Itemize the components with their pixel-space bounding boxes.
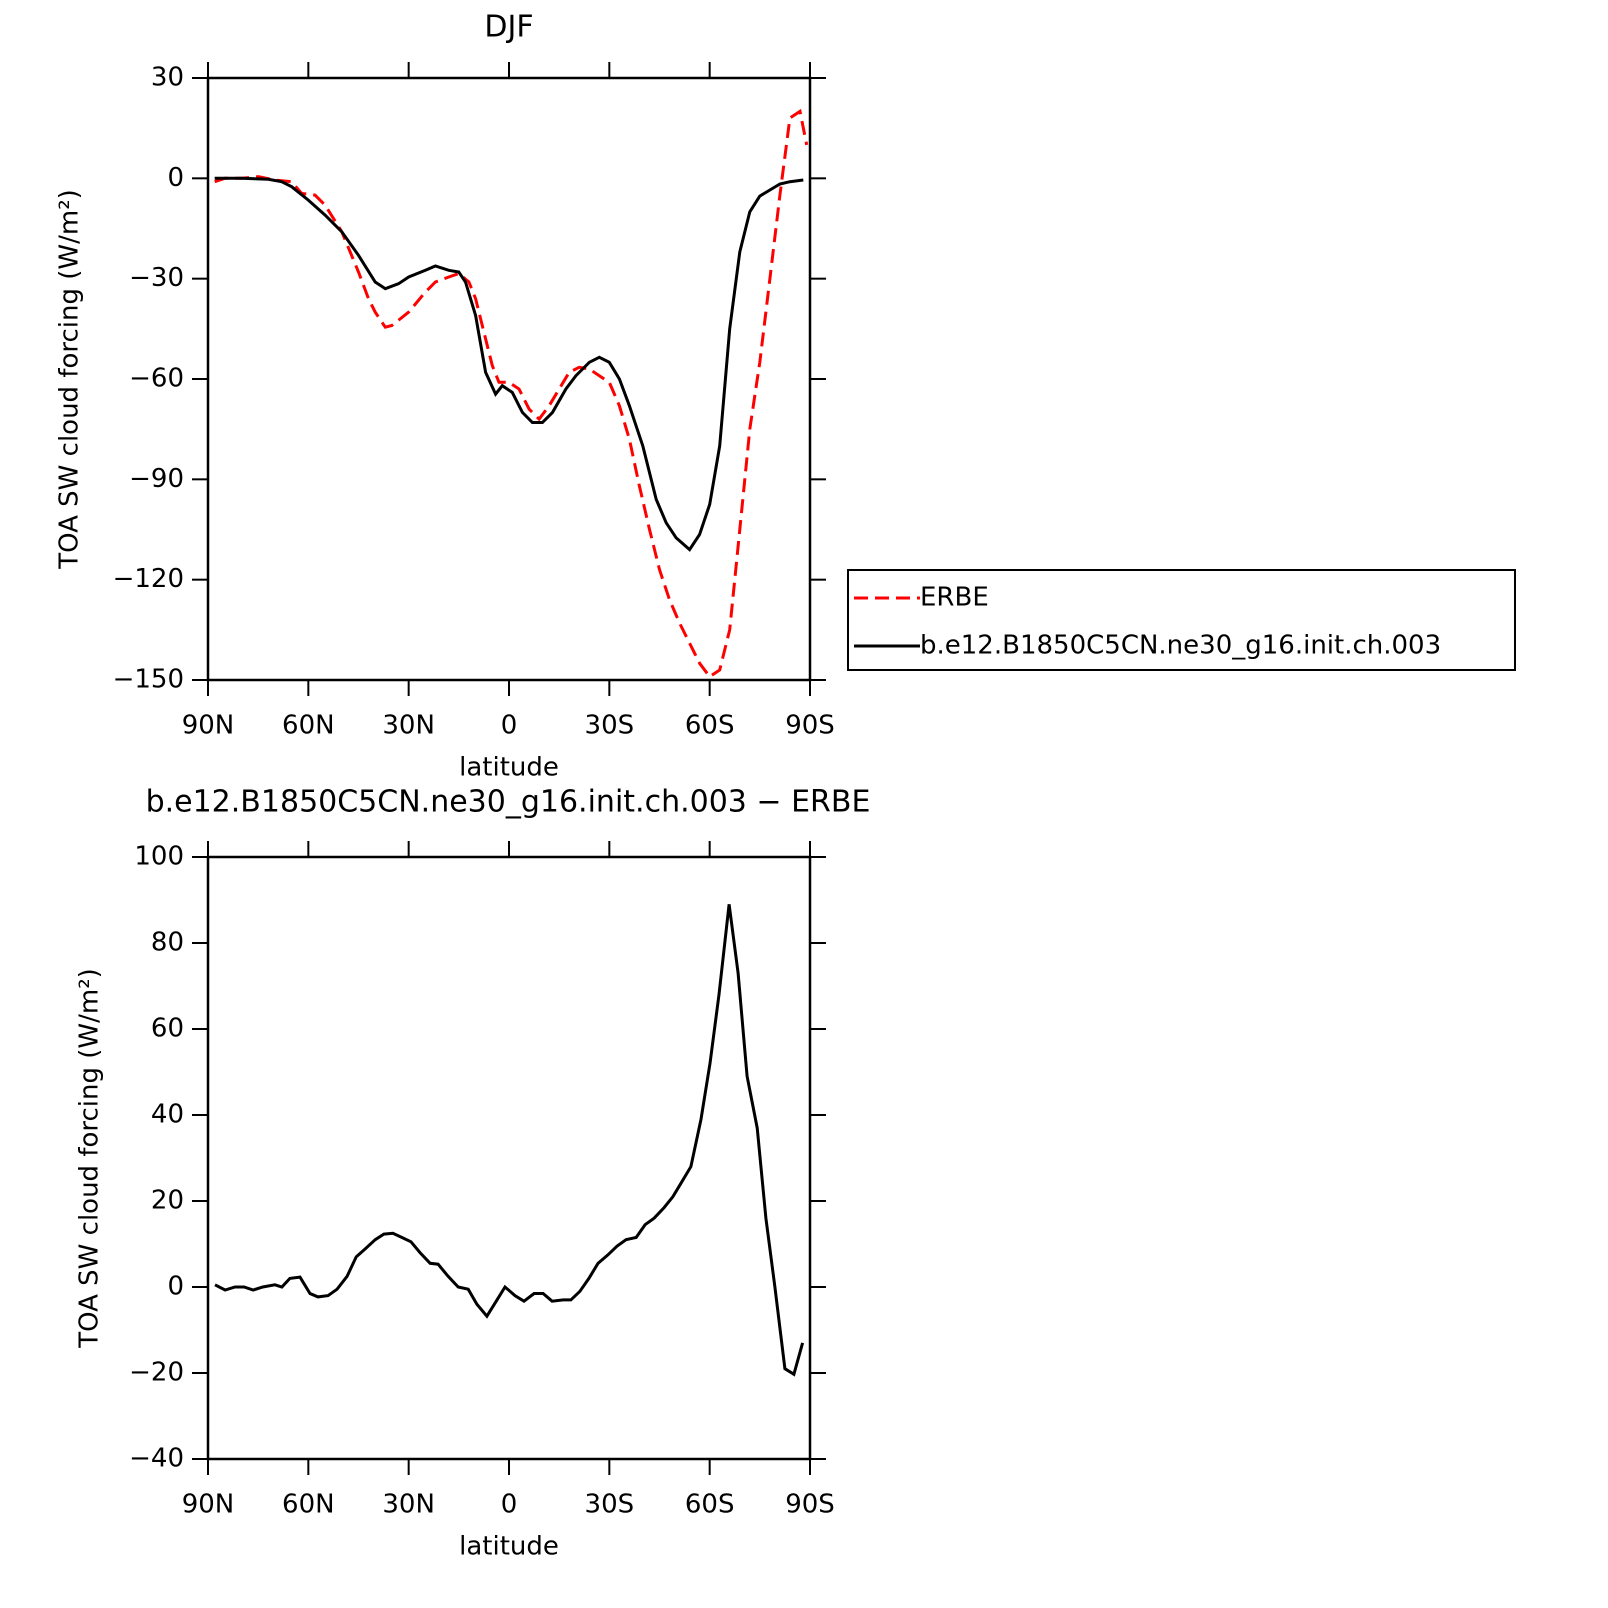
- y-axis-label: TOA SW cloud forcing (W/m²): [75, 968, 105, 1349]
- x-tick-label: 90S: [785, 711, 835, 741]
- plot-frame: [206, 855, 812, 1461]
- x-tick-label: 90N: [182, 1490, 235, 1520]
- chart-title: DJF: [484, 10, 533, 45]
- y-tick-label: −120: [113, 564, 184, 594]
- y-tick-label: −20: [129, 1358, 184, 1388]
- x-tick-label: 30N: [382, 711, 435, 741]
- x-tick-label: 30N: [382, 1490, 435, 1520]
- y-tick-label: 60: [151, 1014, 184, 1044]
- y-tick-label: 20: [151, 1186, 184, 1216]
- data-line: [214, 108, 809, 679]
- x-tick-label: 60N: [282, 1490, 335, 1520]
- y-tick-label: −30: [129, 263, 184, 293]
- y-tick-label: −150: [113, 665, 184, 695]
- x-tick-label: 90S: [785, 1490, 835, 1520]
- x-axis-label: latitude: [459, 1532, 559, 1562]
- x-tick-label: 60S: [685, 1490, 735, 1520]
- x-axis-label: latitude: [459, 753, 559, 783]
- y-tick-label: −40: [129, 1444, 184, 1474]
- x-tick-label: 0: [501, 1490, 518, 1520]
- y-tick-label: −90: [129, 464, 184, 494]
- y-tick-label: 30: [151, 63, 184, 93]
- y-tick-label: 0: [167, 163, 184, 193]
- y-tick-label: 0: [167, 1272, 184, 1302]
- legend-label: b.e12.B1850C5CN.ne30_g16.init.ch.003: [920, 631, 1441, 661]
- plot-frame: [206, 76, 812, 682]
- x-tick-label: 90N: [182, 711, 235, 741]
- y-tick-label: 100: [134, 842, 184, 872]
- y-tick-label: 80: [151, 928, 184, 958]
- x-tick-label: 0: [501, 711, 518, 741]
- y-tick-label: 40: [151, 1100, 184, 1130]
- y-tick-label: −60: [129, 364, 184, 394]
- legend-box: [847, 569, 1516, 671]
- chart-title: b.e12.B1850C5CN.ne30_g16.init.ch.003 − E…: [146, 785, 871, 820]
- y-axis-label: TOA SW cloud forcing (W/m²): [55, 189, 85, 570]
- x-tick-label: 60S: [685, 711, 735, 741]
- x-tick-label: 30S: [585, 1490, 635, 1520]
- data-line: [214, 904, 805, 1377]
- data-line: [214, 176, 804, 552]
- legend-label: ERBE: [920, 583, 989, 613]
- x-tick-label: 60N: [282, 711, 335, 741]
- x-tick-label: 30S: [585, 711, 635, 741]
